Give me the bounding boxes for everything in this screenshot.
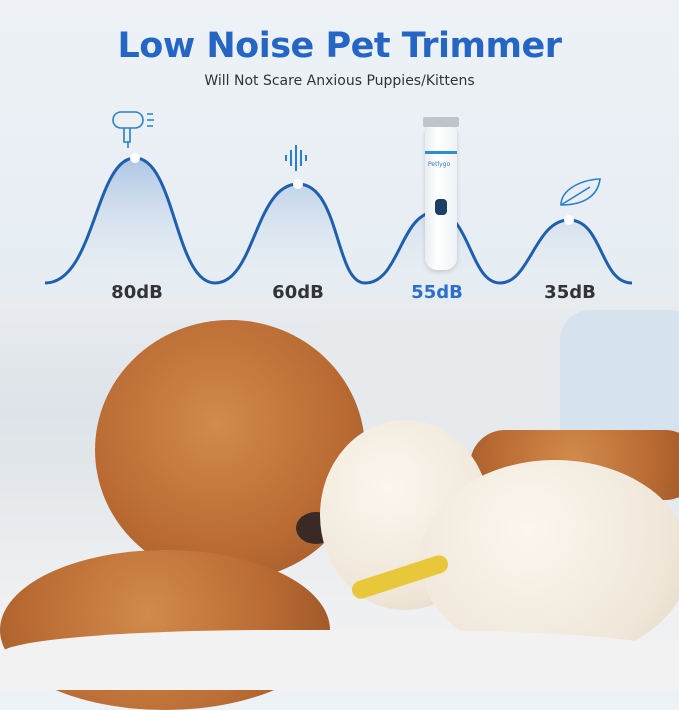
peak-dot xyxy=(130,153,140,163)
subtitle: Will Not Scare Anxious Puppies/Kittens xyxy=(204,73,475,89)
level-label-60db: 60dB xyxy=(272,282,324,303)
pet-photo xyxy=(0,300,679,710)
hair-dryer-icon xyxy=(112,111,154,148)
level-label-55db: 55dB xyxy=(411,282,463,303)
trimmer-image: Petlygo xyxy=(423,117,459,270)
level-label-80db: 80dB xyxy=(111,282,163,303)
noise-wave-chart xyxy=(44,111,633,285)
sound-wave-icon xyxy=(285,145,307,171)
peak-dot xyxy=(293,179,303,189)
peak-dot xyxy=(564,215,574,225)
page-title: Low Noise Pet Trimmer xyxy=(117,26,563,66)
leaf-icon xyxy=(560,178,601,206)
level-label-35db: 35dB xyxy=(544,282,596,303)
wave-line xyxy=(44,156,633,285)
